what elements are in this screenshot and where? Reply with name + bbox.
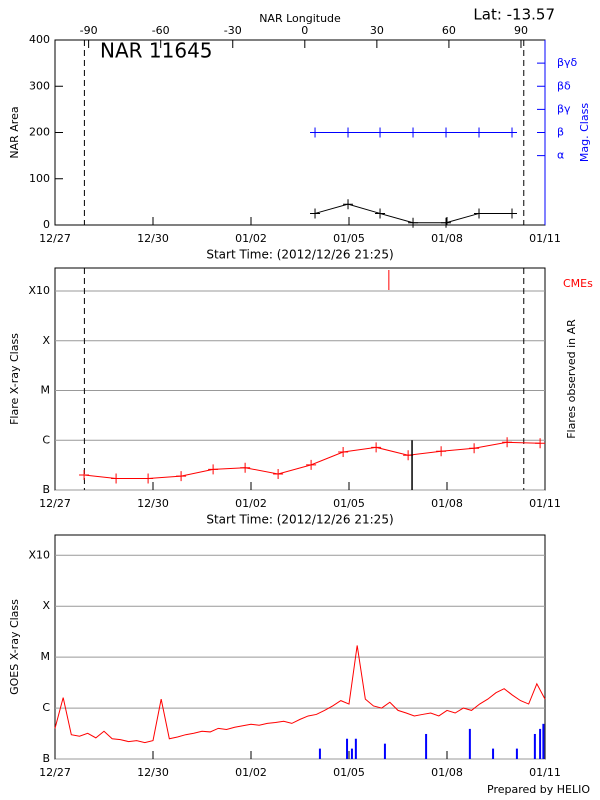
point-marker [375,127,386,138]
point-marker [441,217,452,228]
point-marker [436,446,447,457]
x-tick-label: 01/05 [333,232,365,245]
point-marker [306,459,317,470]
y-tick-label: X [42,334,50,347]
x-tick-label: 01/02 [235,232,267,245]
x2-tick-label: -30 [224,24,242,37]
point-marker [408,217,419,228]
point-marker [176,471,187,482]
y2-tick-label: βδ [557,79,571,92]
point-marker [208,464,219,475]
x-tick-label: 01/08 [431,766,463,779]
x-axis-title: Start Time: (2012/12/26 21:25) [206,248,393,262]
plot-frame [54,267,546,491]
point-marker [343,199,354,210]
y-tick-label: 300 [29,79,50,92]
y2-axis-title: Flares observed in AR [565,319,578,439]
x-tick-label: 12/27 [39,497,71,510]
point-marker [111,473,122,484]
point-marker [79,470,90,481]
point-marker [143,473,154,484]
point-marker [441,127,452,138]
point-marker [273,468,284,479]
panel-title: NAR 11645 [100,39,213,63]
y-tick-label: 400 [29,33,50,46]
cme-label: CMEs [563,277,593,290]
y-tick-label: X [42,599,50,612]
point-marker [474,208,485,219]
point-marker [408,127,419,138]
x2-tick-label: -60 [152,24,170,37]
x-tick-label: 01/05 [333,497,365,510]
x2-tick-label: 90 [514,24,528,37]
series-line [54,645,546,744]
y-axis-title: GOES X-ray Class [8,599,21,695]
y-tick-label: C [42,433,50,446]
y-tick-label: X10 [28,284,50,297]
y2-tick-label: βγ [557,102,571,115]
x-axis-title: Start Time: (2012/12/26 21:25) [206,513,393,527]
x-tick-label: 12/30 [137,766,169,779]
x2-axis-title: NAR Longitude [259,12,341,25]
point-marker [240,462,251,473]
y2-tick-label: β [557,126,564,139]
x-tick-label: 01/02 [235,766,267,779]
y2-axis-title: Mag. Class [578,103,591,162]
x-tick-label: 01/02 [235,497,267,510]
y-tick-label: C [42,701,50,714]
point-marker [535,438,546,449]
x-tick-label: 01/11 [529,497,561,510]
x-tick-label: 01/08 [431,232,463,245]
x2-tick-label: 30 [370,24,384,37]
point-marker [310,127,321,138]
x-tick-label: 12/27 [39,232,71,245]
x-tick-label: 12/30 [137,497,169,510]
x-tick-label: 01/08 [431,497,463,510]
x2-tick-label: 60 [442,24,456,37]
x-tick-label: 12/27 [39,766,71,779]
x-tick-label: 12/30 [137,232,169,245]
point-marker [338,447,349,458]
x2-tick-label: 0 [301,24,308,37]
y-axis-title: Flare X-ray Class [8,333,21,425]
y-tick-label: X10 [28,548,50,561]
point-marker [502,437,513,448]
y-tick-label: 100 [29,172,50,185]
y2-tick-label: βγδ [557,56,578,69]
x-tick-label: 01/11 [529,232,561,245]
point-marker [469,443,480,454]
series-line [84,441,541,480]
x2-tick-label: -90 [80,24,98,37]
y-tick-label: 200 [29,126,50,139]
x-tick-label: 01/11 [529,766,561,779]
point-marker [474,127,485,138]
y-tick-label: B [42,483,50,496]
point-marker [507,127,518,138]
point-marker [375,208,386,219]
y-tick-label: B [42,752,50,765]
y-tick-label: 0 [43,218,50,231]
point-marker [310,208,321,219]
point-marker [343,127,354,138]
y-tick-label: M [41,650,51,663]
y-tick-label: M [41,384,51,397]
y2-tick-label: α [557,149,564,162]
plot-frame [54,534,546,760]
footer: Prepared by HELIO [487,783,590,796]
point-marker [371,442,382,453]
point-marker [507,208,518,219]
y-axis-title: NAR Area [8,106,21,158]
x-tick-label: 01/05 [333,766,365,779]
annotation: Lat: -13.57 [473,6,555,24]
